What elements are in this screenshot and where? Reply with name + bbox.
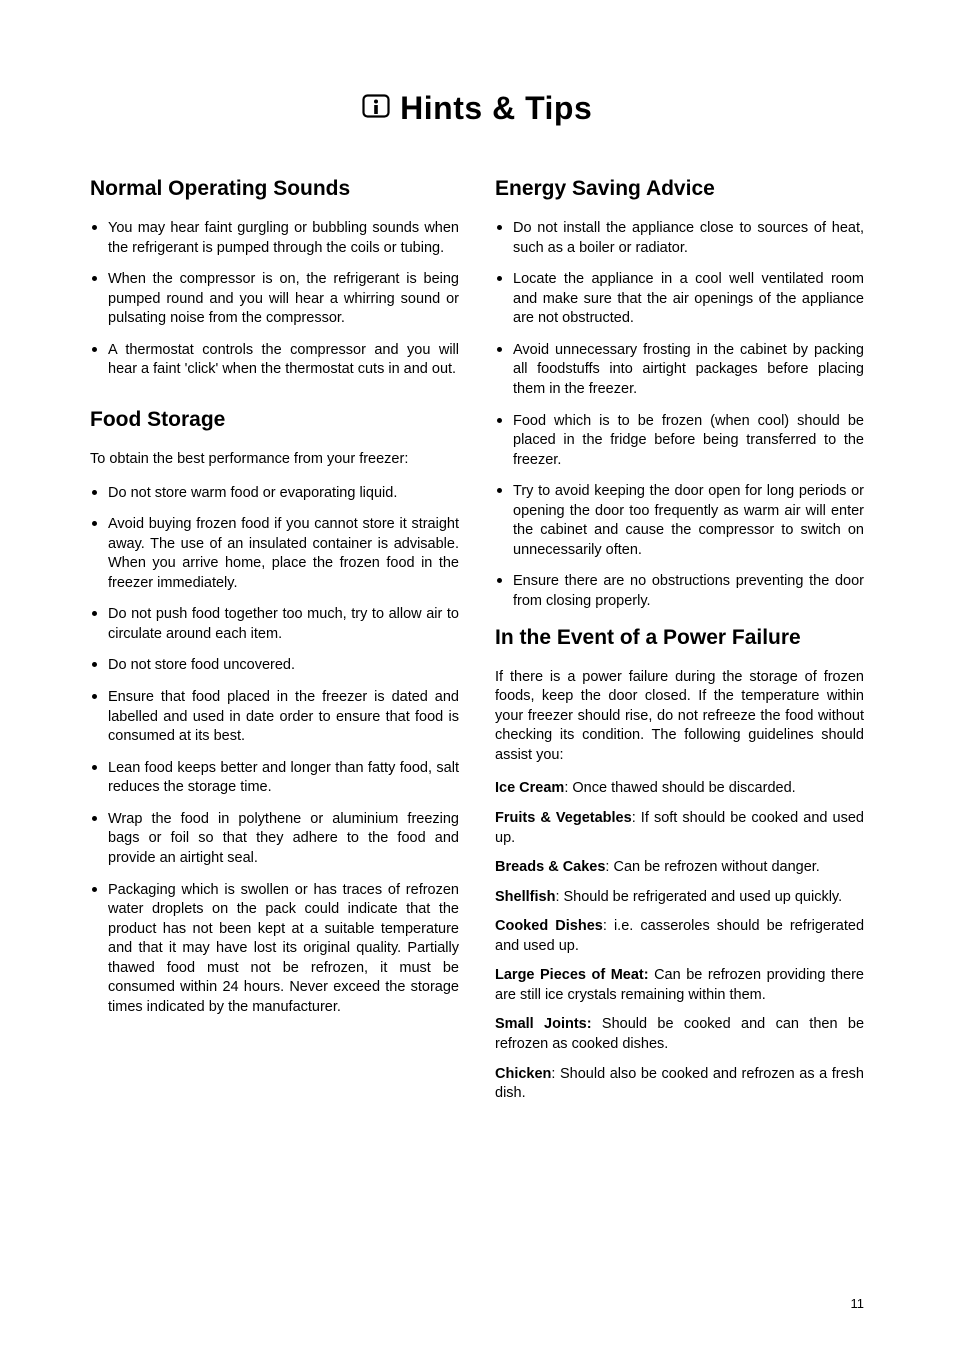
list-item: A thermostat controls the compressor and…: [90, 341, 459, 380]
food-storage-intro: To obtain the best performance from your…: [90, 450, 459, 470]
list-item: Wrap the food in polythene or aluminium …: [90, 810, 459, 869]
title-row: Hints & Tips: [90, 90, 864, 127]
power-failure-item: Breads & Cakes: Can be refrozen without …: [495, 858, 864, 878]
power-failure-item: Shellfish: Should be refrigerated and us…: [495, 888, 864, 908]
item-text: : Should also be cooked and refrozen as …: [495, 1066, 864, 1102]
list-item: Do not install the appliance close to so…: [495, 219, 864, 258]
list-item: Avoid buying frozen food if you cannot s…: [90, 515, 459, 593]
normal-sounds-list: You may hear faint gurgling or bubbling …: [90, 219, 459, 380]
heading-food-storage: Food Storage: [90, 408, 459, 432]
left-column: Normal Operating Sounds You may hear fai…: [90, 177, 459, 1114]
list-item: Ensure that food placed in the freezer i…: [90, 688, 459, 747]
item-label: Small Joints:: [495, 1016, 592, 1032]
list-item: Do not store warm food or evaporating li…: [90, 484, 459, 504]
list-item: Lean food keeps better and longer than f…: [90, 759, 459, 798]
list-item: Locate the appliance in a cool well vent…: [495, 270, 864, 329]
item-label: Fruits & Vegetables: [495, 810, 632, 826]
item-label: Large Pieces of Meat:: [495, 967, 649, 983]
list-item: Packaging which is swollen or has traces…: [90, 881, 459, 1018]
power-failure-item: Large Pieces of Meat: Can be refrozen pr…: [495, 966, 864, 1005]
right-column: Energy Saving Advice Do not install the …: [495, 177, 864, 1114]
item-label: Breads & Cakes: [495, 859, 605, 875]
heading-energy-saving: Energy Saving Advice: [495, 177, 864, 201]
item-label: Chicken: [495, 1066, 551, 1082]
item-label: Cooked Dishes: [495, 918, 603, 934]
list-item: When the compressor is on, the refrigera…: [90, 270, 459, 329]
power-failure-item: Cooked Dishes: i.e. casseroles should be…: [495, 917, 864, 956]
list-item: Food which is to be frozen (when cool) s…: [495, 412, 864, 471]
list-item: Do not push food together too much, try …: [90, 605, 459, 644]
info-icon: [362, 94, 390, 123]
list-item: Ensure there are no obstructions prevent…: [495, 572, 864, 611]
list-item: Do not store food uncovered.: [90, 656, 459, 676]
power-failure-item: Small Joints: Should be cooked and can t…: [495, 1015, 864, 1054]
food-storage-list: Do not store warm food or evaporating li…: [90, 484, 459, 1018]
list-item: Try to avoid keeping the door open for l…: [495, 482, 864, 560]
item-text: : Should be refrigerated and used up qui…: [555, 889, 842, 905]
content-columns: Normal Operating Sounds You may hear fai…: [90, 177, 864, 1114]
page-title: Hints & Tips: [400, 90, 592, 127]
heading-power-failure: In the Event of a Power Failure: [495, 626, 864, 650]
item-label: Ice Cream: [495, 780, 564, 796]
page-number: 11: [851, 1296, 865, 1311]
item-text: : Once thawed should be discarded.: [564, 780, 795, 796]
list-item: Avoid unnecessary frosting in the cabine…: [495, 341, 864, 400]
item-text: : Can be refrozen without danger.: [605, 859, 819, 875]
power-failure-item: Chicken: Should also be cooked and refro…: [495, 1065, 864, 1104]
list-item: You may hear faint gurgling or bubbling …: [90, 219, 459, 258]
energy-saving-list: Do not install the appliance close to so…: [495, 219, 864, 612]
power-failure-item: Ice Cream: Once thawed should be discard…: [495, 779, 864, 799]
power-failure-item: Fruits & Vegetables: If soft should be c…: [495, 809, 864, 848]
heading-normal-sounds: Normal Operating Sounds: [90, 177, 459, 201]
page-container: Hints & Tips Normal Operating Sounds You…: [0, 0, 954, 1154]
item-label: Shellfish: [495, 889, 555, 905]
power-failure-intro: If there is a power failure during the s…: [495, 668, 864, 766]
